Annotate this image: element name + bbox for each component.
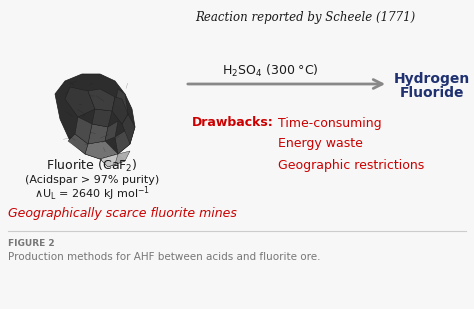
Polygon shape [75,117,92,144]
Text: $\wedge$U$_\mathrm{L}$ = 2640 kJ mol$^{-1}$: $\wedge$U$_\mathrm{L}$ = 2640 kJ mol$^{-… [34,185,150,203]
Polygon shape [68,134,88,154]
Polygon shape [115,89,128,114]
Text: Reaction reported by Scheele (1771): Reaction reported by Scheele (1771) [195,11,415,23]
Text: Production methods for AHF between acids and fluorite ore.: Production methods for AHF between acids… [8,252,320,262]
Text: Geographic restrictions: Geographic restrictions [278,159,424,171]
Polygon shape [85,141,118,159]
Text: Energy waste: Energy waste [278,138,363,150]
Text: (Acidspar > 97% purity): (Acidspar > 97% purity) [25,175,159,185]
Polygon shape [55,74,135,159]
Text: H$_2$SO$_4$ (300 °C): H$_2$SO$_4$ (300 °C) [222,63,319,79]
Text: Drawbacks:: Drawbacks: [192,116,274,129]
Polygon shape [105,121,118,141]
Polygon shape [122,114,135,144]
Text: Hydrogen: Hydrogen [394,72,470,86]
Polygon shape [115,129,130,154]
Polygon shape [92,109,112,127]
Polygon shape [88,124,108,144]
Polygon shape [112,97,128,124]
Text: Geographically scarce fluorite mines: Geographically scarce fluorite mines [8,206,237,219]
Text: Fluorite (CaF$_2$): Fluorite (CaF$_2$) [46,158,138,174]
Polygon shape [100,154,125,167]
Polygon shape [100,154,118,167]
Text: Fluoride: Fluoride [400,86,464,100]
Polygon shape [65,87,95,117]
Text: FIGURE 2: FIGURE 2 [8,239,55,248]
Text: Time-consuming: Time-consuming [278,116,382,129]
Polygon shape [88,89,115,111]
Polygon shape [108,151,130,167]
